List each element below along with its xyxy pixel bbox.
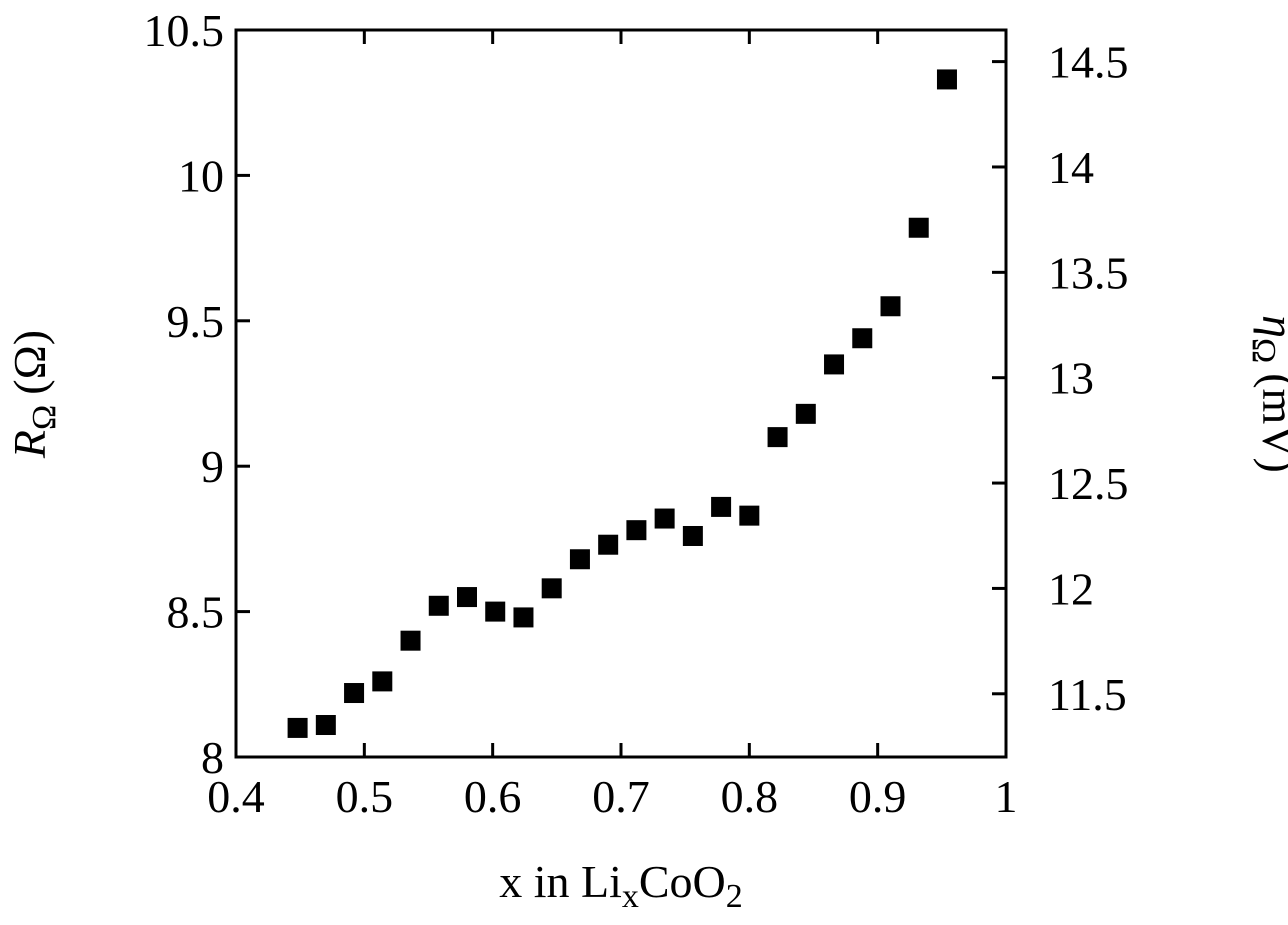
x-tick-label: 0.5 [336, 771, 394, 822]
x-tick-label: 1 [995, 771, 1018, 822]
y-tick-label: 9.5 [167, 296, 225, 347]
data-point [739, 505, 760, 526]
y2-axis-ticks: 11.5 12 12.5 13 13.5 14 14.5 [992, 37, 1129, 720]
data-point [513, 607, 534, 628]
data-point [908, 217, 929, 238]
x-tick-label: 0.8 [721, 771, 779, 822]
plot-frame [234, 28, 1008, 759]
y2-tick-label: 13.5 [1048, 247, 1129, 298]
data-point [767, 427, 788, 448]
data-point [880, 296, 901, 317]
y-tick-label: 10.5 [144, 5, 225, 56]
data-point [315, 715, 336, 736]
data-point [569, 549, 590, 570]
x-tick-label: 0.9 [849, 771, 907, 822]
x-axis-label: x in LixCoO2 [499, 856, 743, 915]
data-point [485, 601, 506, 622]
y-tick-label: 8.5 [167, 587, 225, 638]
x-tick-label: 0.7 [592, 771, 650, 822]
y2-tick-label: 12.5 [1048, 458, 1129, 509]
y2-tick-label: 14.5 [1048, 37, 1129, 88]
y-tick-label: 9 [201, 441, 224, 492]
data-point [457, 587, 477, 608]
data-point [795, 403, 816, 424]
data-point [682, 525, 703, 546]
y-axis-label: RΩ(Ω) [4, 330, 63, 459]
data-points [287, 69, 957, 738]
y-axis-ticks: 8 8.5 9 9.5 10 10.5 [144, 5, 250, 783]
y-tick-label: 10 [178, 150, 224, 201]
data-point [852, 328, 873, 349]
data-point [936, 69, 957, 90]
data-point [626, 520, 647, 541]
x-tick-label: 0.6 [464, 771, 522, 822]
data-point [598, 534, 619, 555]
y2-tick-label: 13 [1048, 353, 1094, 404]
x-tick-label: 0.4 [207, 771, 265, 822]
y2-tick-label: 11.5 [1048, 669, 1127, 720]
y2-axis-label: ηΩ(mV) [1245, 315, 1288, 473]
data-point [287, 717, 308, 738]
data-point [711, 496, 732, 517]
data-point [541, 578, 562, 599]
data-point [400, 630, 421, 651]
y2-tick-label: 12 [1048, 563, 1094, 614]
x-axis-ticks: 0.4 0.5 0.6 0.7 0.8 0.9 1 [207, 30, 1018, 822]
data-point [372, 671, 393, 692]
data-point [344, 683, 365, 704]
y-tick-label: 8 [201, 732, 224, 783]
data-point [824, 354, 845, 375]
data-point [654, 508, 675, 529]
data-point [428, 595, 449, 616]
y2-tick-label: 14 [1048, 142, 1094, 193]
